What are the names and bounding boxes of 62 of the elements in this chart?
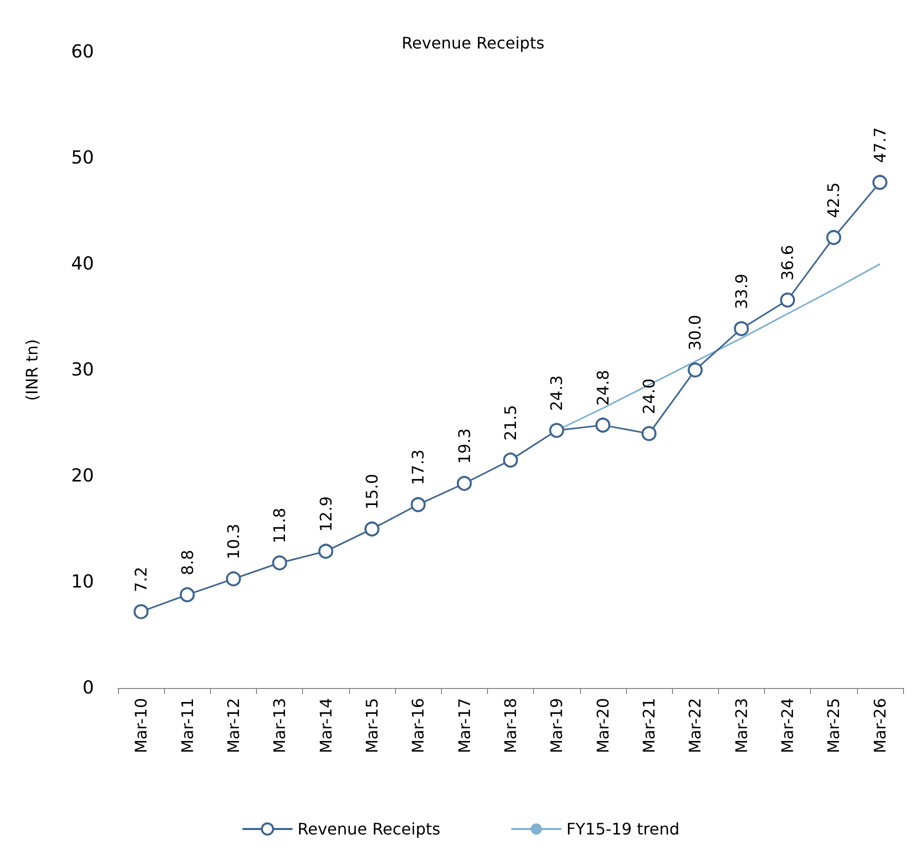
- point: [688, 362, 703, 378]
- x-tick-label: Mar-18: [501, 698, 520, 754]
- data-label: 47.7: [870, 127, 890, 163]
- point: [549, 422, 564, 438]
- data-label: 19.3: [454, 428, 474, 464]
- point: [456, 476, 472, 491]
- data-label: 33.9: [732, 274, 751, 310]
- x-tick-label: Mar-17: [454, 698, 474, 754]
- data-label: 12.9: [316, 496, 336, 532]
- data-label: 24.3: [547, 375, 566, 411]
- point: [734, 321, 749, 336]
- y-tick-label: 20: [71, 466, 94, 486]
- legend-label: FY15-19 trend: [566, 820, 680, 838]
- x-tick-label: Mar-15: [362, 698, 382, 754]
- point: [180, 587, 195, 602]
- x-tick-label: Mar-10: [132, 698, 151, 754]
- data-label: 17.3: [408, 449, 428, 486]
- point: [226, 571, 241, 586]
- data-label: 8.8: [178, 550, 197, 576]
- x-tick-label: Mar-21: [640, 698, 659, 754]
- point: [272, 555, 288, 570]
- x-tick-label: Mar-13: [270, 698, 290, 754]
- y-axis-title: (INR tn): [22, 339, 42, 401]
- data-label: 11.8: [270, 508, 290, 544]
- data-label: 15.0: [362, 474, 382, 510]
- x-tick-label: Mar-19: [547, 698, 566, 754]
- x-tick-label: Mar-12: [224, 698, 243, 754]
- chart-title: Revenue Receipts: [402, 34, 544, 52]
- point: [364, 522, 380, 536]
- y-tick-label: 60: [71, 42, 94, 62]
- x-tick-label: Mar-16: [408, 698, 428, 754]
- y-tick-label: 30: [71, 360, 94, 380]
- x-tick-label: Mar-23: [732, 698, 751, 754]
- x-tick-label: Mar-25: [824, 698, 844, 754]
- y-tick-label: 10: [71, 572, 94, 592]
- data-label: 30.0: [686, 314, 705, 350]
- data-label: 7.2: [132, 566, 151, 592]
- data-label: 24.8: [593, 370, 612, 406]
- data-label: 21.5: [501, 404, 520, 441]
- y-tick-label: 0: [82, 678, 94, 698]
- point: [872, 174, 888, 190]
- point: [134, 604, 149, 620]
- point: [410, 497, 426, 512]
- point: [503, 452, 518, 468]
- x-tick-label: Mar-14: [316, 698, 336, 754]
- point: [642, 426, 657, 442]
- point: [780, 292, 796, 308]
- data-label: 36.6: [778, 244, 798, 281]
- x-tick-label: Mar-24: [778, 698, 798, 754]
- point: [826, 230, 842, 245]
- point: [318, 544, 334, 559]
- x-tick-label: Mar-11: [178, 698, 197, 754]
- legend-label: Revenue Receipts: [297, 820, 440, 838]
- x-tick-label: Mar-20: [593, 698, 612, 754]
- y-tick-label: 40: [71, 254, 94, 274]
- y-tick-label: 50: [71, 148, 94, 168]
- point: [595, 418, 610, 433]
- x-tick-label: Mar-26: [870, 698, 890, 754]
- x-tick-label: Mar-22: [686, 698, 705, 754]
- data-label: 42.5: [824, 182, 844, 218]
- data-label: 10.3: [224, 524, 243, 560]
- data-label: 24.0: [640, 378, 659, 414]
